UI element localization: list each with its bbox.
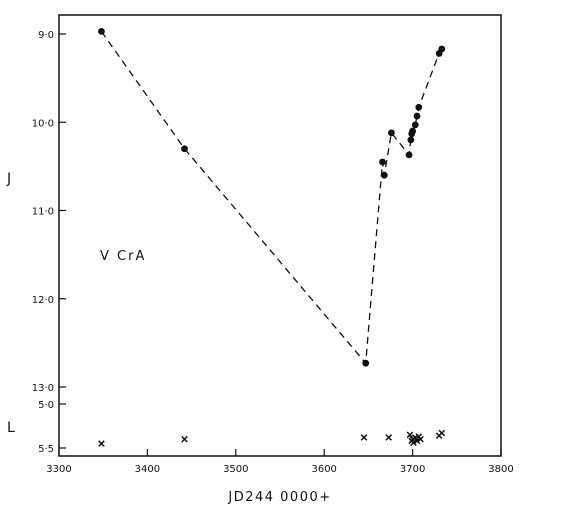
j-band-point (407, 136, 415, 144)
l-band-point (98, 440, 105, 447)
cross-stroke (417, 435, 424, 443)
x-axis-ticks: 3300 3400 3500 3600 3700 3800 (46, 449, 514, 475)
j-band-point (438, 45, 446, 53)
j-band-point (405, 151, 413, 159)
l-axis-label: L (7, 420, 15, 436)
l-band-point (181, 435, 188, 443)
y-tick-label: 12·0 (32, 295, 54, 306)
j-band-point (380, 171, 388, 179)
y-tick-label: 10·0 (32, 118, 54, 129)
j-band-point (181, 145, 188, 153)
cross-stroke (181, 435, 188, 443)
series-layer (98, 27, 446, 447)
y-tick-label: 5·5 (38, 444, 54, 455)
y-tick-label: 11·0 (32, 207, 54, 218)
y-axis-ticks: 9·0 10·0 11·0 12·0 13·0 5·0 5·5 (32, 30, 66, 455)
x-tick-label: 3800 (488, 464, 513, 475)
x-tick-label: 3600 (311, 464, 336, 475)
object-label: V CrA (100, 249, 146, 264)
cross-stroke (438, 429, 446, 437)
cross-stroke (385, 434, 393, 441)
j-band-point (379, 158, 386, 166)
l-band-point (413, 437, 421, 445)
x-axis-label: JD244 0000+ (227, 490, 331, 505)
j-band-point (98, 27, 105, 35)
j-band-point (413, 112, 421, 120)
j-band-point (409, 127, 416, 135)
j-band-point (362, 359, 370, 367)
l-band-point (417, 435, 424, 443)
j-band-dashed-line (100, 31, 443, 365)
j-band-point (411, 121, 419, 129)
plot-frame (58, 14, 502, 457)
l-band-point (410, 439, 417, 447)
l-band-point (438, 429, 446, 437)
cross-stroke (410, 439, 417, 447)
cross-stroke (98, 440, 105, 447)
y-tick-label: 9·0 (38, 30, 54, 41)
l-band-point (360, 434, 368, 441)
y-tick-label: 5·0 (38, 400, 54, 411)
x-tick-label: 3700 (400, 464, 425, 475)
x-tick-label: 3400 (135, 464, 160, 475)
cross-stroke (406, 431, 414, 439)
x-tick-label: 3500 (223, 464, 248, 475)
j-band-point (415, 103, 423, 111)
l-band-point (385, 434, 393, 441)
y-tick-label: 13·0 (32, 383, 54, 394)
l-band-point (406, 431, 414, 439)
x-tick-label: 3300 (46, 464, 71, 475)
j-band-point (387, 129, 395, 137)
j-axis-label: J (6, 171, 11, 187)
cross-stroke (360, 434, 368, 441)
cross-stroke (413, 437, 421, 445)
